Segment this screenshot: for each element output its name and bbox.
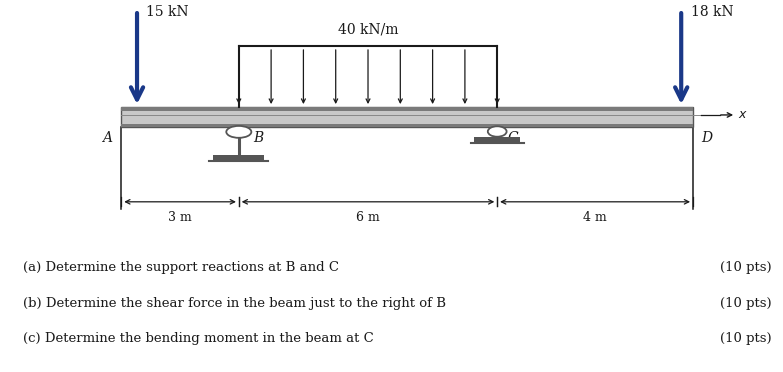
Text: (10 pts): (10 pts) xyxy=(720,297,771,310)
Text: 6 m: 6 m xyxy=(356,211,380,224)
Text: x: x xyxy=(738,109,745,121)
Text: (b) Determine the shear force in the beam just to the right of B: (b) Determine the shear force in the bea… xyxy=(23,297,446,310)
Bar xyxy=(121,124,693,127)
Text: C: C xyxy=(507,131,518,145)
Ellipse shape xyxy=(488,126,507,137)
Text: A: A xyxy=(102,131,112,145)
Bar xyxy=(213,155,265,161)
Bar xyxy=(474,137,520,143)
Text: (10 pts): (10 pts) xyxy=(720,332,771,345)
Text: D: D xyxy=(701,131,712,145)
Text: 18 kN: 18 kN xyxy=(691,4,733,19)
Bar xyxy=(121,107,693,111)
Text: 3 m: 3 m xyxy=(168,211,192,224)
Text: (a) Determine the support reactions at B and C: (a) Determine the support reactions at B… xyxy=(23,262,340,274)
Text: 40 kN/m: 40 kN/m xyxy=(337,22,399,36)
Circle shape xyxy=(226,126,251,138)
Text: (10 pts): (10 pts) xyxy=(720,262,771,274)
Text: (c) Determine the bending moment in the beam at C: (c) Determine the bending moment in the … xyxy=(23,332,374,345)
Text: B: B xyxy=(253,131,263,145)
Text: 15 kN: 15 kN xyxy=(146,4,189,19)
Text: 4 m: 4 m xyxy=(583,211,607,224)
Bar xyxy=(121,107,693,127)
